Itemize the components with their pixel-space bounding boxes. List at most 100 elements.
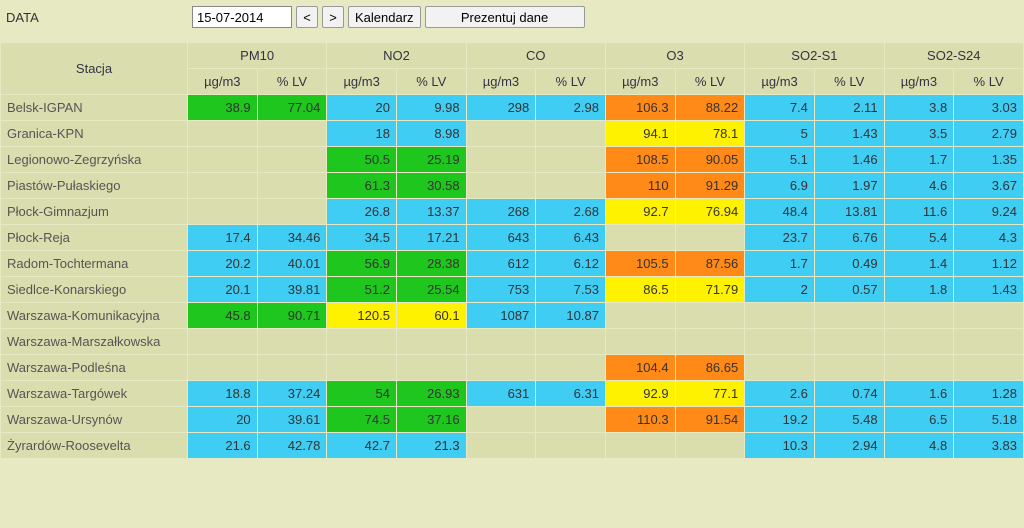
value-cell: 1.7	[745, 251, 814, 276]
value-cell: 21.3	[397, 433, 466, 458]
value-cell: 6.12	[536, 251, 605, 276]
value-cell: 26.8	[327, 199, 396, 224]
col-unit-ug: µg/m3	[885, 69, 954, 94]
calendar-button[interactable]: Kalendarz	[348, 6, 421, 28]
value-cell: 60.1	[397, 303, 466, 328]
value-cell: 18.8	[188, 381, 257, 406]
value-cell: 77.04	[258, 95, 327, 120]
value-cell: 110.3	[606, 407, 675, 432]
value-cell: 56.9	[327, 251, 396, 276]
value-cell	[815, 329, 884, 354]
value-cell: 1.97	[815, 173, 884, 198]
value-cell: 25.19	[397, 147, 466, 172]
value-cell: 8.98	[397, 121, 466, 146]
value-cell	[536, 329, 605, 354]
value-cell: 3.8	[885, 95, 954, 120]
value-cell: 3.5	[885, 121, 954, 146]
value-cell: 104.4	[606, 355, 675, 380]
value-cell: 13.81	[815, 199, 884, 224]
value-cell: 28.38	[397, 251, 466, 276]
value-cell	[676, 225, 745, 250]
value-cell	[815, 303, 884, 328]
value-cell: 631	[467, 381, 536, 406]
value-cell: 2.94	[815, 433, 884, 458]
value-cell: 76.94	[676, 199, 745, 224]
value-cell: 26.93	[397, 381, 466, 406]
value-cell: 9.98	[397, 95, 466, 120]
value-cell: 94.1	[606, 121, 675, 146]
value-cell	[188, 173, 257, 198]
station-name: Legionowo-Zegrzyńska	[1, 147, 187, 172]
value-cell: 3.83	[954, 433, 1023, 458]
value-cell: 1.28	[954, 381, 1023, 406]
value-cell: 91.29	[676, 173, 745, 198]
value-cell: 71.79	[676, 277, 745, 302]
col-pollutant: SO2-S1	[745, 43, 883, 68]
value-cell: 45.8	[188, 303, 257, 328]
col-unit-lv: % LV	[258, 69, 327, 94]
value-cell	[258, 147, 327, 172]
value-cell	[258, 329, 327, 354]
value-cell: 6.5	[885, 407, 954, 432]
value-cell: 17.21	[397, 225, 466, 250]
value-cell	[467, 329, 536, 354]
station-name: Granica-KPN	[1, 121, 187, 146]
value-cell	[467, 121, 536, 146]
col-unit-lv: % LV	[536, 69, 605, 94]
value-cell: 13.37	[397, 199, 466, 224]
value-cell: 6.9	[745, 173, 814, 198]
value-cell: 90.05	[676, 147, 745, 172]
value-cell	[467, 407, 536, 432]
value-cell: 90.71	[258, 303, 327, 328]
table-row: Warszawa-Podleśna104.486.65	[1, 355, 1023, 380]
col-station: Stacja	[1, 43, 187, 94]
value-cell: 7.4	[745, 95, 814, 120]
data-table: StacjaPM10NO2COO3SO2-S1SO2-S24 µg/m3% LV…	[0, 42, 1024, 459]
next-button[interactable]: >	[322, 6, 344, 28]
value-cell: 1.4	[885, 251, 954, 276]
value-cell	[397, 355, 466, 380]
value-cell	[885, 329, 954, 354]
col-unit-lv: % LV	[397, 69, 466, 94]
value-cell: 30.58	[397, 173, 466, 198]
value-cell: 1.8	[885, 277, 954, 302]
value-cell: 21.6	[188, 433, 257, 458]
value-cell: 612	[467, 251, 536, 276]
toolbar-label: DATA	[4, 10, 188, 25]
value-cell: 5.18	[954, 407, 1023, 432]
date-input[interactable]	[192, 6, 292, 28]
table-row: Płock-Reja17.434.4634.517.216436.4323.76…	[1, 225, 1023, 250]
col-unit-lv: % LV	[954, 69, 1023, 94]
value-cell: 4.8	[885, 433, 954, 458]
value-cell: 4.6	[885, 173, 954, 198]
prev-button[interactable]: <	[296, 6, 318, 28]
value-cell: 5	[745, 121, 814, 146]
value-cell: 1087	[467, 303, 536, 328]
value-cell: 20	[188, 407, 257, 432]
value-cell: 0.57	[815, 277, 884, 302]
table-body: Belsk-IGPAN38.977.04209.982982.98106.388…	[1, 95, 1023, 458]
col-pollutant: CO	[467, 43, 605, 68]
value-cell	[327, 355, 396, 380]
col-pollutant: SO2-S24	[885, 43, 1023, 68]
value-cell	[536, 407, 605, 432]
value-cell: 3.67	[954, 173, 1023, 198]
value-cell	[536, 433, 605, 458]
value-cell	[536, 173, 605, 198]
value-cell: 20	[327, 95, 396, 120]
present-button[interactable]: Prezentuj dane	[425, 6, 585, 28]
table-row: Legionowo-Zegrzyńska50.525.19108.590.055…	[1, 147, 1023, 172]
value-cell	[188, 199, 257, 224]
value-cell: 0.49	[815, 251, 884, 276]
value-cell: 20.2	[188, 251, 257, 276]
col-unit-ug: µg/m3	[467, 69, 536, 94]
value-cell	[467, 433, 536, 458]
station-name: Żyrardów-Roosevelta	[1, 433, 187, 458]
table-row: Warszawa-Komunikacyjna45.890.71120.560.1…	[1, 303, 1023, 328]
value-cell: 74.5	[327, 407, 396, 432]
col-unit-ug: µg/m3	[188, 69, 257, 94]
value-cell: 6.43	[536, 225, 605, 250]
value-cell	[467, 355, 536, 380]
value-cell: 753	[467, 277, 536, 302]
col-unit-ug: µg/m3	[606, 69, 675, 94]
